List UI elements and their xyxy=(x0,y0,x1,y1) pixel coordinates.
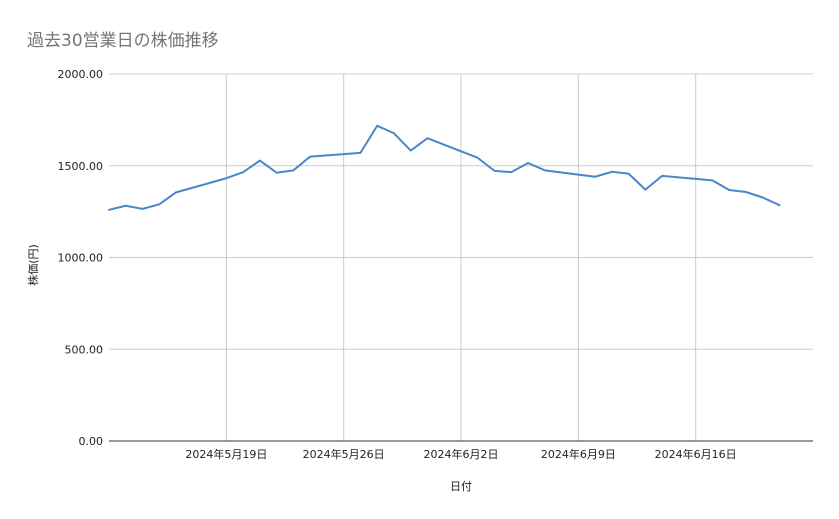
y-tick-label: 500.00 xyxy=(65,343,104,356)
chart-title: 過去30営業日の株価推移 xyxy=(27,31,219,51)
x-axis-ticks: 2024年5月19日 2024年5月26日 2024年6月2日 2024年6月9日 20… xyxy=(185,447,736,461)
x-tick-label: 2024年5月26日 xyxy=(303,447,385,461)
y-axis-label: 株価(円) xyxy=(26,244,40,286)
series-layer xyxy=(108,124,781,211)
y-tick-label: 2000.00 xyxy=(58,68,104,81)
x-tick-label: 2024年6月9日 xyxy=(541,447,616,461)
x-tick-label: 2024年6月16日 xyxy=(655,447,737,461)
x-tick-label: 2024年6月2日 xyxy=(424,447,499,461)
y-tick-label: 1500.00 xyxy=(58,160,104,173)
gridlines xyxy=(109,73,813,441)
x-tick-label: 2024年5月19日 xyxy=(185,447,267,461)
y-axis-ticks: 0.00 500.00 1000.00 1500.00 2000.00 xyxy=(58,68,104,448)
series-line xyxy=(108,124,781,211)
y-tick-label: 0.00 xyxy=(79,435,104,448)
y-tick-label: 1000.00 xyxy=(58,252,104,265)
x-axis-label: 日付 xyxy=(450,480,472,493)
